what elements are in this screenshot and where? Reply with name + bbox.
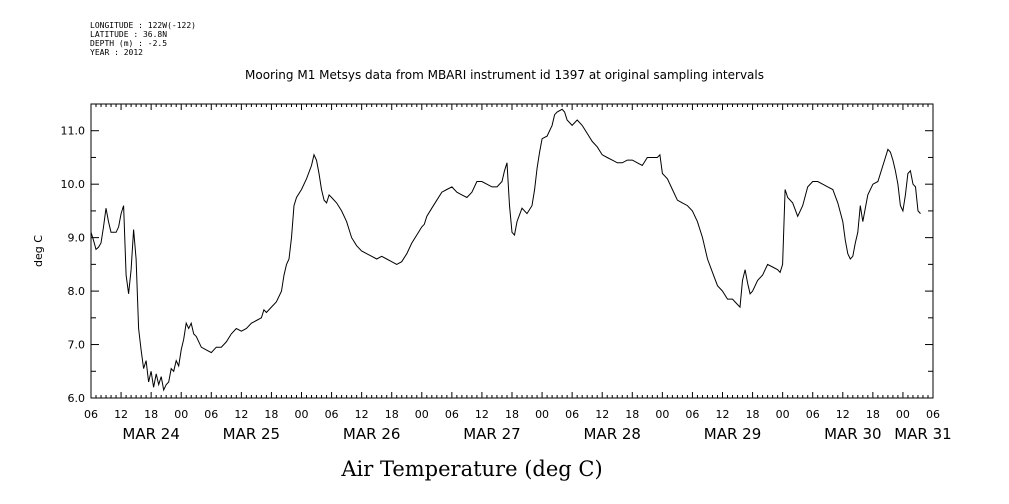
x-day-label: MAR 29	[704, 425, 761, 443]
x-tick-label: 06	[685, 408, 699, 421]
x-tick-label: 12	[595, 408, 609, 421]
x-day-label: MAR 26	[343, 425, 400, 443]
year-label: YEAR : 2012	[90, 48, 143, 57]
x-day-label: MAR 30	[824, 425, 881, 443]
x-tick-label: 12	[836, 408, 850, 421]
x-tick-label: 12	[234, 408, 248, 421]
x-tick-label: 00	[415, 408, 429, 421]
y-tick-label: 9.0	[68, 232, 86, 245]
x-tick-label: 00	[776, 408, 790, 421]
air-temperature-line	[90, 108, 921, 392]
y-tick-label: 7.0	[68, 339, 86, 352]
y-tick-label: 10.0	[61, 178, 86, 191]
x-tick-label: 06	[84, 408, 98, 421]
x-day-label: MAR 25	[223, 425, 280, 443]
x-tick-label: 18	[625, 408, 639, 421]
x-tick-label: 12	[355, 408, 369, 421]
x-tick-label: 18	[746, 408, 760, 421]
x-tick-label: 06	[445, 408, 459, 421]
x-tick-label: 00	[896, 408, 910, 421]
x-tick-label: 12	[716, 408, 730, 421]
y-tick-label: 11.0	[61, 125, 86, 138]
y-tick-label: 8.0	[68, 285, 86, 298]
x-tick-label: 06	[325, 408, 339, 421]
x-tick-label: 06	[204, 408, 218, 421]
x-tick-label: 12	[475, 408, 489, 421]
x-tick-label: 00	[535, 408, 549, 421]
chart-title: Mooring M1 Metsys data from MBARI instru…	[245, 68, 764, 82]
latitude-label: LATITUDE : 36.8N	[90, 30, 168, 39]
x-tick-label: 00	[295, 408, 309, 421]
y-axis-label: deg C	[32, 235, 45, 267]
x-tick-label: 00	[655, 408, 669, 421]
x-tick-label: 18	[505, 408, 519, 421]
y-tick-label: 6.0	[68, 392, 86, 405]
station-metadata: LONGITUDE : 122W(-122) LATITUDE : 36.8N …	[90, 21, 196, 57]
longitude-label: LONGITUDE : 122W(-122)	[90, 21, 196, 30]
plot-frame	[90, 103, 934, 399]
x-tick-label: 06	[806, 408, 820, 421]
x-tick-label: 18	[144, 408, 158, 421]
x-day-label: MAR 28	[583, 425, 640, 443]
x-day-label: MAR 24	[122, 425, 179, 443]
depth-label: DEPTH (m) : -2.5	[90, 39, 168, 48]
x-tick-label: 06	[926, 408, 940, 421]
x-tick-label: 06	[565, 408, 579, 421]
x-tick-label: 18	[264, 408, 278, 421]
x-day-label: MAR 31	[894, 425, 951, 443]
x-axis-label: Air Temperature (deg C)	[340, 457, 602, 481]
x-tick-label: 18	[866, 408, 880, 421]
x-tick-label: 00	[174, 408, 188, 421]
x-tick-label: 18	[385, 408, 399, 421]
x-day-label: MAR 27	[463, 425, 520, 443]
x-tick-label: 12	[114, 408, 128, 421]
